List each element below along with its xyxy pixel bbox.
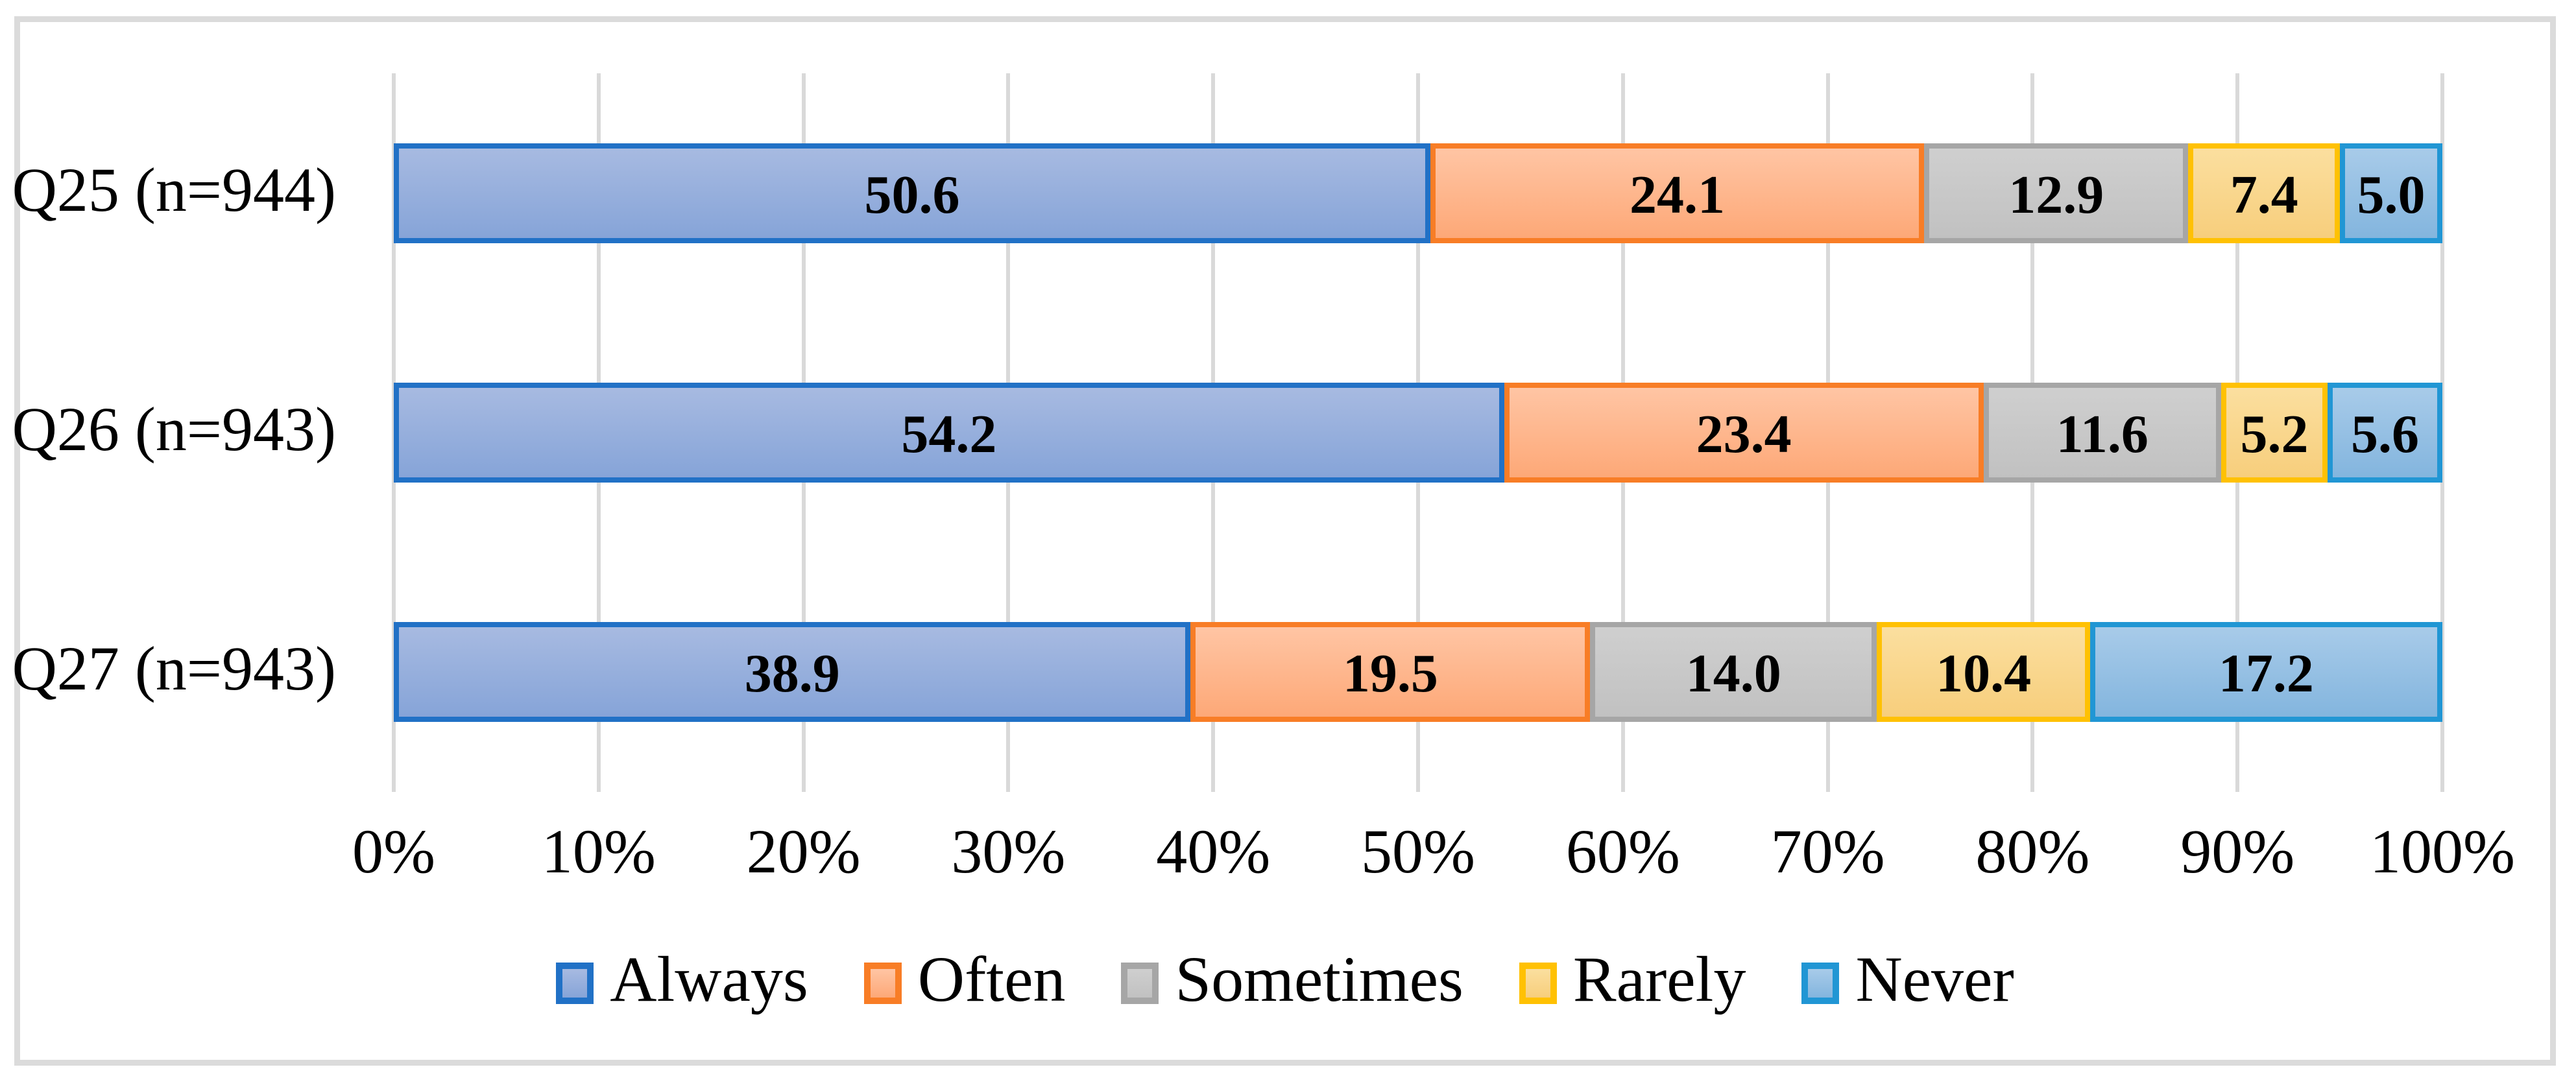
legend-item-never: Never [1801,947,2014,1020]
x-tick-label: 90% [2180,817,2295,886]
bar-segment-rarely: 7.4 [2188,143,2341,243]
bar-rows: 50.6 24.1 12.9 7.4 5.0 54.2 23.4 11.6 5.2 5.6 38.9… [394,73,2442,792]
bar-row: 50.6 24.1 12.9 7.4 5.0 [394,73,2442,313]
bar-segment-rarely: 5.2 [2221,382,2328,483]
legend-item-always: Always [556,947,808,1020]
bar-segment-often: 24.1 [1430,143,1924,243]
legend-label: Never [1855,943,2014,1015]
bar-segment-never: 17.2 [2089,622,2442,723]
bar-value-label: 5.0 [2357,164,2426,225]
bar-segment-never: 5.0 [2340,143,2442,243]
legend-label: Often [917,943,1066,1015]
bar-segment-always: 38.9 [394,622,1191,723]
category-label-row: Q26 (n=943) [12,313,336,552]
bar-value-label: 17.2 [2218,643,2314,704]
bar-row: 54.2 23.4 11.6 5.2 5.6 [394,313,2442,552]
category-label-row: Q25 (n=944) [12,73,336,313]
bar-segment-often: 23.4 [1504,382,1984,483]
stacked-bar: 38.9 19.5 14.0 10.4 17.2 [394,622,2442,723]
legend-label: Always [610,943,808,1015]
x-tick-label: 40% [1156,817,1271,886]
bar-segment-sometimes: 14.0 [1590,622,1877,723]
stacked-bar: 50.6 24.1 12.9 7.4 5.0 [394,143,2442,243]
x-tick-label: 30% [951,817,1066,886]
bar-segment-always: 54.2 [394,382,1504,483]
x-tick-label: 100% [2370,817,2515,886]
bar-value-label: 5.6 [2351,403,2420,464]
bar-value-label: 23.4 [1696,403,1792,464]
stacked-bar: 54.2 23.4 11.6 5.2 5.6 [394,382,2442,483]
legend-swatch-icon [556,963,594,1004]
legend: Always Often Sometimes Rarely Never [20,938,2550,1029]
bar-segment-always: 50.6 [394,143,1430,243]
x-tick-label: 80% [1975,817,2090,886]
bar-segment-never: 5.6 [2328,382,2442,483]
legend-item-rarely: Rarely [1519,947,1746,1020]
x-axis: 0% 10% 20% 30% 40% 50% 60% 70% 80% 90% 100% [352,809,2515,894]
x-tick-label: 50% [1361,817,1475,886]
legend-swatch-icon [1801,963,1840,1004]
legend-item-often: Often [863,943,1066,1020]
legend-swatch-icon [1519,963,1557,1004]
bar-value-label: 10.4 [1936,643,2032,704]
bar-row: 38.9 19.5 14.0 10.4 17.2 [394,553,2442,792]
bar-value-label: 5.2 [2240,403,2309,464]
bar-value-label: 50.6 [864,164,960,225]
x-tick-label: 10% [541,817,656,886]
x-tick-label: 20% [746,817,861,886]
x-tick-label: 0% [352,817,435,886]
x-tick-label: 70% [1770,817,1885,886]
bar-value-label: 24.1 [1629,164,1725,225]
bar-value-label: 11.6 [2056,403,2149,464]
legend-item-sometimes: Sometimes [1121,947,1463,1020]
bar-value-label: 19.5 [1342,643,1438,704]
gridline [2440,73,2444,792]
bar-value-label: 54.2 [901,403,997,464]
bar-segment-sometimes: 12.9 [1924,143,2189,243]
category-label: Q26 (n=943) [12,394,336,464]
plot-area: 50.6 24.1 12.9 7.4 5.0 54.2 23.4 11.6 5.2 5.6 38.9… [392,73,2444,792]
x-tick-label: 60% [1565,817,1680,886]
bar-value-label: 14.0 [1685,643,1781,704]
bar-segment-often: 19.5 [1190,622,1591,723]
category-label: Q27 (n=943) [12,634,336,704]
chart-figure-frame: 50.6 24.1 12.9 7.4 5.0 54.2 23.4 11.6 5.2 5.6 38.9… [12,16,2556,1066]
legend-swatch-icon [1121,963,1159,1004]
legend-swatch-icon [863,963,902,1004]
legend-label: Rarely [1572,943,1746,1015]
bar-segment-sometimes: 11.6 [1983,382,2221,483]
category-label-row: Q27 (n=943) [12,553,336,792]
bar-value-label: 12.9 [2008,164,2104,225]
bar-value-label: 7.4 [2230,164,2298,225]
category-label: Q25 (n=944) [12,154,336,224]
bar-segment-rarely: 10.4 [1877,622,2090,723]
legend-label: Sometimes [1175,943,1463,1015]
bar-value-label: 38.9 [744,643,840,704]
category-labels: Q25 (n=944) Q26 (n=943) Q27 (n=943) [12,73,336,792]
